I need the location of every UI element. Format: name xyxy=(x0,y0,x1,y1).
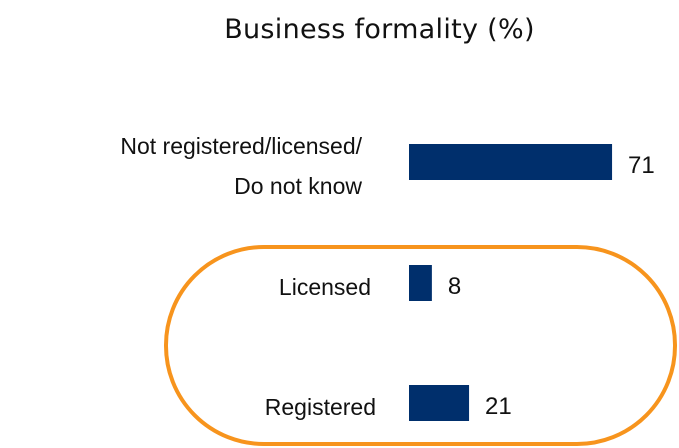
chart-title: Business formality (%) xyxy=(224,14,535,45)
bar xyxy=(409,144,613,180)
category-label: Licensed xyxy=(278,274,371,300)
category-label: Registered xyxy=(264,394,376,420)
category-label: Not registered/licensed/ Do not know xyxy=(120,133,362,199)
value-label: 71 xyxy=(628,152,655,179)
value-label: 8 xyxy=(447,273,462,300)
value-label: 21 xyxy=(485,393,512,420)
bar xyxy=(409,385,470,421)
highlight-outline xyxy=(164,245,677,446)
bar xyxy=(409,265,432,301)
